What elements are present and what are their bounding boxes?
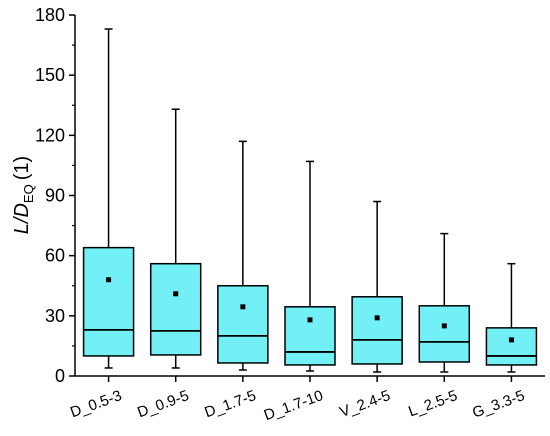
box-group bbox=[284, 160, 336, 372]
y-tick-label: 120 bbox=[35, 125, 65, 145]
x-tick-label: D_1.7-10 bbox=[262, 387, 326, 424]
mean-marker bbox=[106, 277, 112, 283]
iqr-box bbox=[82, 246, 135, 357]
x-tick-label: V_2.4-5 bbox=[337, 387, 392, 421]
box-group bbox=[217, 140, 269, 371]
x-tick-label: D_0.5-3 bbox=[68, 387, 124, 421]
box-group bbox=[149, 108, 202, 369]
x-tick-label: G_3.3-5 bbox=[470, 387, 527, 422]
mean-marker bbox=[374, 315, 380, 321]
box-group bbox=[418, 232, 471, 373]
mean-marker bbox=[441, 323, 447, 329]
plot-area bbox=[82, 28, 538, 373]
iqr-box bbox=[149, 262, 202, 356]
x-tick-label: D_0.9-5 bbox=[135, 387, 191, 421]
y-axis-title: L/DEQ (1) bbox=[11, 156, 36, 234]
box-group bbox=[351, 200, 403, 373]
y-tick-label: 90 bbox=[45, 186, 65, 206]
x-tick-label: L_2.5-5 bbox=[406, 387, 460, 420]
iqr-box bbox=[485, 327, 538, 366]
y-axis-title-main: L/D bbox=[11, 203, 33, 234]
y-tick-label: 150 bbox=[35, 65, 65, 85]
x-tick-label: D_1.7-5 bbox=[202, 387, 258, 421]
y-tick-label: 30 bbox=[45, 306, 65, 326]
y-tick-label: 180 bbox=[35, 5, 65, 25]
box-group bbox=[485, 262, 538, 373]
iqr-box bbox=[418, 305, 471, 363]
iqr-box bbox=[217, 285, 269, 364]
y-tick-label: 0 bbox=[55, 366, 65, 386]
y-axis-title-unit: (1) bbox=[11, 156, 33, 180]
mean-marker bbox=[508, 337, 514, 343]
mean-marker bbox=[173, 291, 179, 297]
iqr-box bbox=[284, 306, 336, 366]
mean-marker bbox=[240, 304, 246, 310]
mean-marker bbox=[307, 317, 313, 323]
y-axis-title-subscript: EQ bbox=[21, 184, 36, 203]
iqr-box bbox=[351, 296, 403, 365]
box-group bbox=[82, 28, 135, 369]
y-tick-label: 60 bbox=[45, 246, 65, 266]
